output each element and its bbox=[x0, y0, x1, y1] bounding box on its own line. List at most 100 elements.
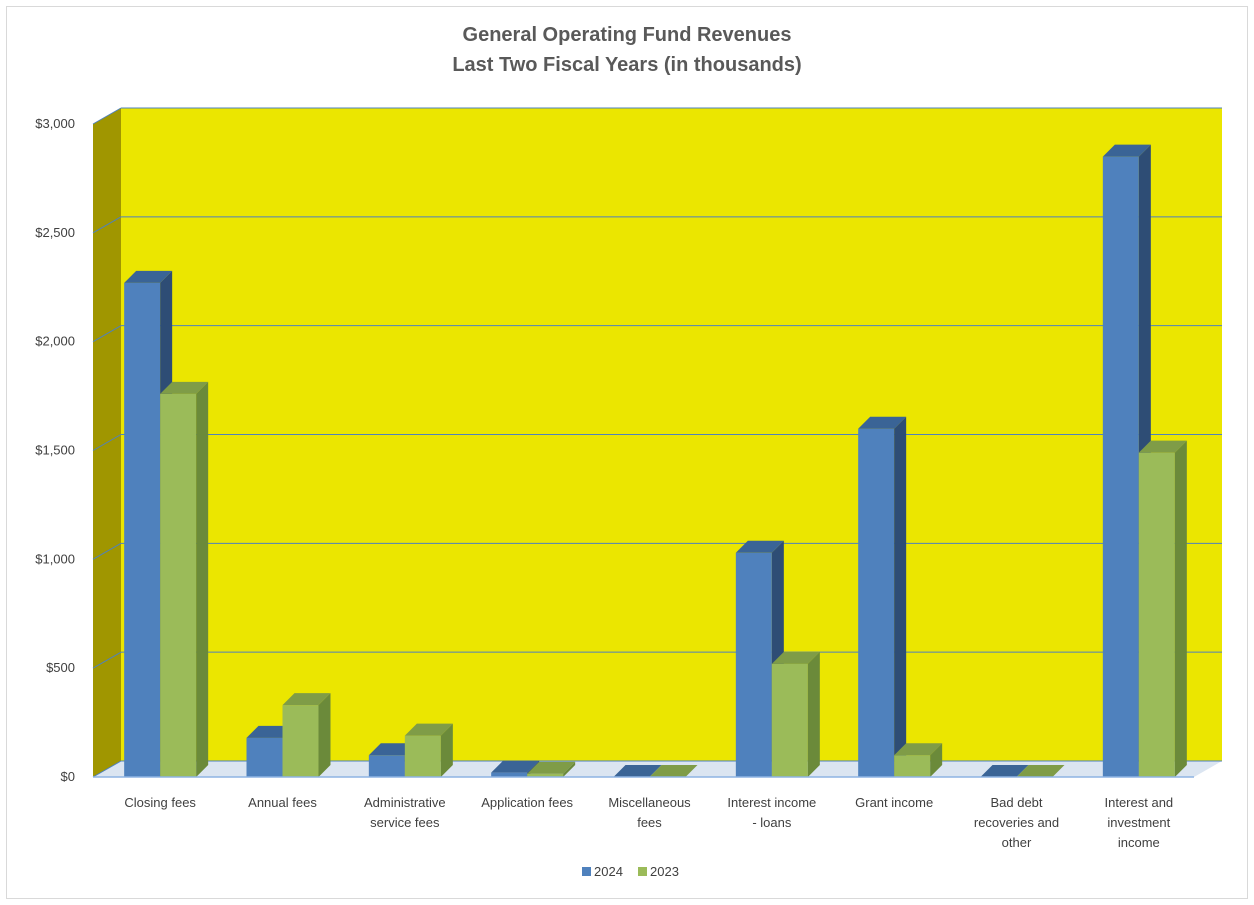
x-tick-label-line: Interest and bbox=[1105, 795, 1174, 810]
chart-title: General Operating Fund Revenues bbox=[462, 24, 792, 46]
x-axis: Closing fees Annual fees Administrative ser… bbox=[93, 776, 1194, 850]
gridlines bbox=[92, 107, 1222, 778]
bar-front bbox=[1102, 156, 1139, 777]
bar-top bbox=[491, 760, 540, 773]
bar-side bbox=[894, 416, 907, 777]
bar-side bbox=[196, 381, 209, 777]
x-tick-label-line: Grant income bbox=[855, 795, 933, 810]
x-tick-label-line: Bad debt bbox=[990, 795, 1042, 810]
x-tick-label-line: income bbox=[1118, 835, 1160, 850]
bar-2024 bbox=[858, 416, 907, 777]
x-tick-label: Bad debt recoveries and other bbox=[974, 795, 1059, 850]
bar-front bbox=[735, 552, 772, 777]
x-tick-label-line: Closing fees bbox=[124, 795, 196, 810]
legend-swatch-2024 bbox=[582, 867, 591, 876]
bar-front bbox=[771, 663, 808, 777]
gridline-depth bbox=[92, 216, 122, 234]
x-tick-label-line: Administrative bbox=[364, 795, 446, 810]
bar-2023 bbox=[1016, 765, 1065, 777]
y-tick-label: $1,000 bbox=[35, 551, 75, 566]
bar-front bbox=[491, 772, 528, 777]
bar-top bbox=[1138, 440, 1187, 453]
bar-side bbox=[318, 693, 331, 777]
x-tick-label-line: Application fees bbox=[481, 795, 573, 810]
bar-top bbox=[894, 743, 943, 756]
x-tick-label-line: investment bbox=[1107, 815, 1170, 830]
bar-front bbox=[368, 755, 405, 777]
bar-side bbox=[440, 723, 453, 777]
x-tick-label: Miscellaneous fees bbox=[608, 795, 691, 830]
x-tick-label: Annual fees bbox=[248, 795, 317, 810]
bar-top bbox=[735, 540, 784, 553]
bar-top bbox=[613, 765, 662, 777]
bar-side bbox=[807, 651, 820, 777]
bar-top bbox=[1102, 144, 1151, 157]
bar-side bbox=[563, 761, 576, 777]
bar-front bbox=[1138, 452, 1175, 777]
x-tick-label-line: Annual fees bbox=[248, 795, 317, 810]
bar-2023 bbox=[894, 743, 943, 777]
gridline-depth bbox=[92, 760, 122, 778]
bar-top bbox=[527, 761, 576, 774]
bar-2023 bbox=[1138, 440, 1187, 777]
legend-label-2024: 2024 bbox=[594, 864, 623, 879]
bar-front bbox=[246, 737, 283, 777]
y-tick-label: $1,500 bbox=[35, 443, 75, 458]
bar-side bbox=[1174, 440, 1187, 777]
bar-front bbox=[527, 773, 564, 777]
gridline-depth bbox=[92, 325, 122, 343]
x-tick-label: Grant income bbox=[855, 795, 933, 810]
x-tick-label-line: Miscellaneous bbox=[608, 795, 691, 810]
bars bbox=[124, 144, 1187, 777]
x-tick-label: Interest and investment income bbox=[1105, 795, 1174, 850]
bar-front bbox=[282, 705, 319, 777]
bar-2023 bbox=[527, 761, 576, 777]
bar-2023 bbox=[160, 381, 209, 777]
chart-title-block: General Operating Fund Revenues Last Two… bbox=[0, 20, 1254, 80]
bar-2024 bbox=[613, 765, 662, 777]
x-tick-label: Closing fees bbox=[124, 795, 196, 810]
bar-2023 bbox=[771, 651, 820, 777]
y-tick-label: $2,500 bbox=[35, 225, 75, 240]
x-tick-label-line: service fees bbox=[370, 815, 440, 830]
legend-label-2023: 2023 bbox=[650, 864, 679, 879]
y-tick-label: $2,000 bbox=[35, 334, 75, 349]
bar-top bbox=[649, 765, 698, 777]
bar-top bbox=[404, 723, 453, 736]
bar-front bbox=[160, 393, 197, 777]
x-tick-label-line: other bbox=[1002, 835, 1032, 850]
x-tick-label: Application fees bbox=[481, 795, 573, 810]
legend-swatch-2023 bbox=[638, 867, 647, 876]
x-tick-label-line: fees bbox=[637, 815, 662, 830]
plot-walls bbox=[93, 108, 1222, 777]
bar-2023 bbox=[282, 693, 331, 777]
bar-front bbox=[894, 755, 931, 777]
y-tick-label: $3,000 bbox=[35, 116, 75, 131]
bar-top bbox=[160, 381, 209, 394]
bar-2023 bbox=[649, 765, 698, 777]
x-tick-label-line: recoveries and bbox=[974, 815, 1059, 830]
x-tick-label: Administrative service fees bbox=[364, 795, 446, 830]
bar-side bbox=[930, 743, 943, 777]
bar-top bbox=[124, 270, 173, 283]
x-tick-label: Interest income - loans bbox=[727, 795, 816, 830]
bar-top bbox=[858, 416, 907, 429]
y-axis: $0 $500 $1,000 $1,500 $2,000 $2,500 $3,000 bbox=[35, 116, 75, 784]
gridline-depth bbox=[92, 107, 122, 125]
bar-front bbox=[404, 735, 441, 777]
gridline-depth bbox=[92, 542, 122, 560]
chart-subtitle: Last Two Fiscal Years (in thousands) bbox=[452, 54, 802, 76]
y-tick-label: $0 bbox=[61, 769, 75, 784]
bar-front bbox=[124, 282, 161, 777]
gridline-depth bbox=[92, 651, 122, 669]
bar-top bbox=[282, 693, 331, 706]
x-tick-label-line: Interest income bbox=[727, 795, 816, 810]
legend: 2024 2023 bbox=[582, 864, 679, 879]
gridline-depth bbox=[92, 434, 122, 451]
bar-top bbox=[1016, 765, 1065, 777]
x-tick-label-line: - loans bbox=[752, 815, 792, 830]
bar-top bbox=[980, 765, 1029, 777]
bar-top bbox=[771, 651, 820, 664]
bar-2024 bbox=[980, 765, 1029, 777]
